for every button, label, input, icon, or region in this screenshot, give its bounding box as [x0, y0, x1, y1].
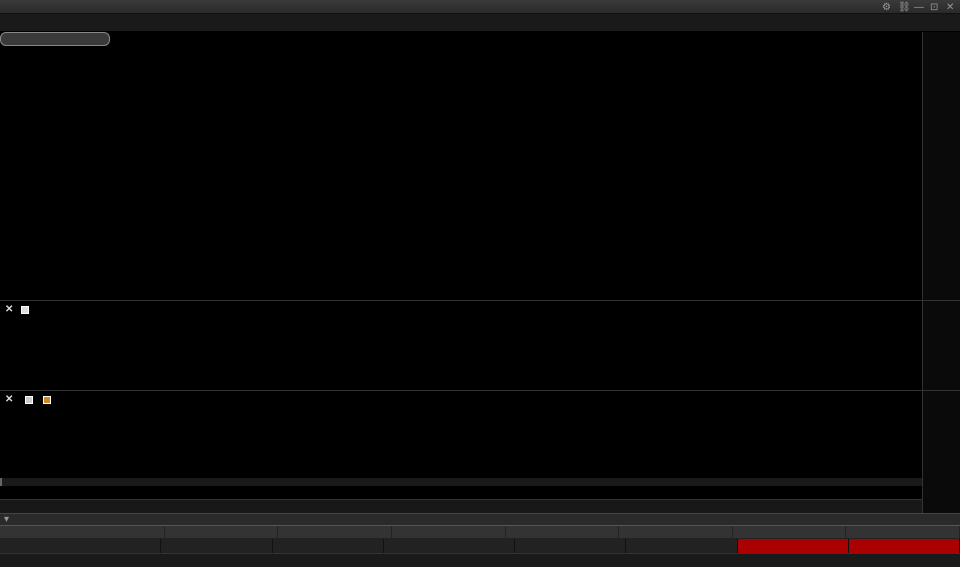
col-instrument[interactable] — [0, 526, 165, 538]
toolbar — [0, 14, 960, 32]
col-bidsize[interactable] — [165, 526, 279, 538]
collapse-icon[interactable]: ▾ — [4, 514, 9, 525]
cell-bid — [273, 539, 384, 553]
col-asksize[interactable] — [506, 526, 620, 538]
status-bar — [0, 553, 960, 567]
callout-box — [0, 32, 110, 46]
scrollbar-thumb[interactable] — [0, 478, 2, 486]
col-changepct[interactable] — [846, 526, 960, 538]
time-scrollbar[interactable] — [0, 478, 922, 486]
close-icon[interactable]: ✕ — [946, 2, 956, 12]
col-ask[interactable] — [392, 526, 506, 538]
title-bar: ⚙ ⛓ — ⊡ ✕ — [0, 0, 960, 14]
cell-change — [738, 539, 849, 553]
settings-icon[interactable]: ⚙ — [882, 2, 892, 12]
rsi-y-axis — [922, 301, 960, 390]
link-icon[interactable]: ⛓ — [898, 2, 908, 12]
cell-bidsize — [161, 539, 272, 553]
chart-area: ✕ ✕ — [0, 32, 960, 513]
minimize-icon[interactable]: — — [914, 2, 924, 12]
cell-instrument — [0, 539, 161, 553]
x-axis — [0, 486, 960, 513]
cell-changepct — [849, 539, 960, 553]
quote-panel-header[interactable]: ▾ — [0, 513, 960, 525]
ppo-panel[interactable]: ✕ — [0, 390, 960, 486]
cell-ask-group — [384, 539, 515, 553]
price-panel[interactable] — [0, 32, 960, 300]
xaxis-corner — [922, 486, 960, 513]
col-bid[interactable] — [278, 526, 392, 538]
col-last[interactable] — [619, 526, 733, 538]
menu-bar — [28, 1, 52, 12]
col-change[interactable] — [733, 526, 847, 538]
cell-last — [626, 539, 737, 553]
cell-asksize-spacer — [515, 539, 626, 553]
maximize-icon[interactable]: ⊡ — [930, 2, 940, 12]
ppo-y-axis — [922, 391, 960, 486]
rsi-panel[interactable]: ✕ — [0, 300, 960, 390]
quote-row[interactable] — [0, 539, 960, 553]
price-y-axis — [922, 32, 960, 300]
quote-columns — [0, 525, 960, 539]
